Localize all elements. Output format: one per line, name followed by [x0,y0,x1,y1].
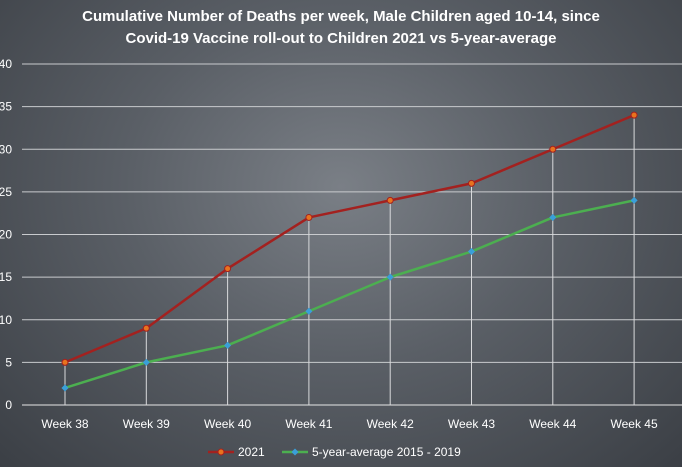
legend-label: 5-year-average 2015 - 2019 [312,445,461,459]
chart-title-line-2: Covid-19 Vaccine roll-out to Children 20… [125,30,557,47]
y-tick-label: 5 [5,355,12,369]
data-point [467,248,476,256]
data-point [142,358,150,366]
x-tick-label: Week 43 [448,417,495,431]
x-tick-label: Week 40 [204,417,251,431]
x-tick-label: Week 38 [41,417,88,431]
y-tick-label: 35 [0,100,12,114]
x-tick-label: Week 45 [611,417,658,431]
legend-marker [291,448,299,456]
y-tick-label: 40 [0,57,12,71]
x-tick-label: Week 42 [367,417,414,431]
data-point [224,265,232,273]
x-tick-label: Week 44 [529,417,576,431]
data-point [386,273,394,281]
legend-label: 2021 [238,445,265,459]
series-line-1 [64,113,635,364]
data-point [549,213,557,221]
chart-title: Cumulative Number of Deaths per week, Ma… [0,6,682,50]
data-point [305,213,313,221]
y-tick-label: 0 [5,398,12,412]
data-point [630,111,638,119]
x-tick-label: Week 39 [123,417,170,431]
data-point [61,384,69,392]
y-tick-label: 15 [0,270,12,284]
data-point [468,179,475,187]
y-tick-label: 25 [0,185,12,199]
data-point [142,324,150,332]
y-tick-label: 20 [0,228,12,242]
legend-marker [217,448,225,456]
data-point [630,196,638,204]
data-point [224,341,232,349]
data-point [386,196,394,204]
data-point [61,358,69,366]
data-point [305,307,313,315]
data-point [549,145,557,153]
y-tick-label: 30 [0,142,12,156]
x-tick-label: Week 41 [285,417,332,431]
y-tick-label: 10 [0,313,12,327]
series-line-2 [64,199,635,390]
chart-title-line-1: Cumulative Number of Deaths per week, Ma… [82,8,600,25]
